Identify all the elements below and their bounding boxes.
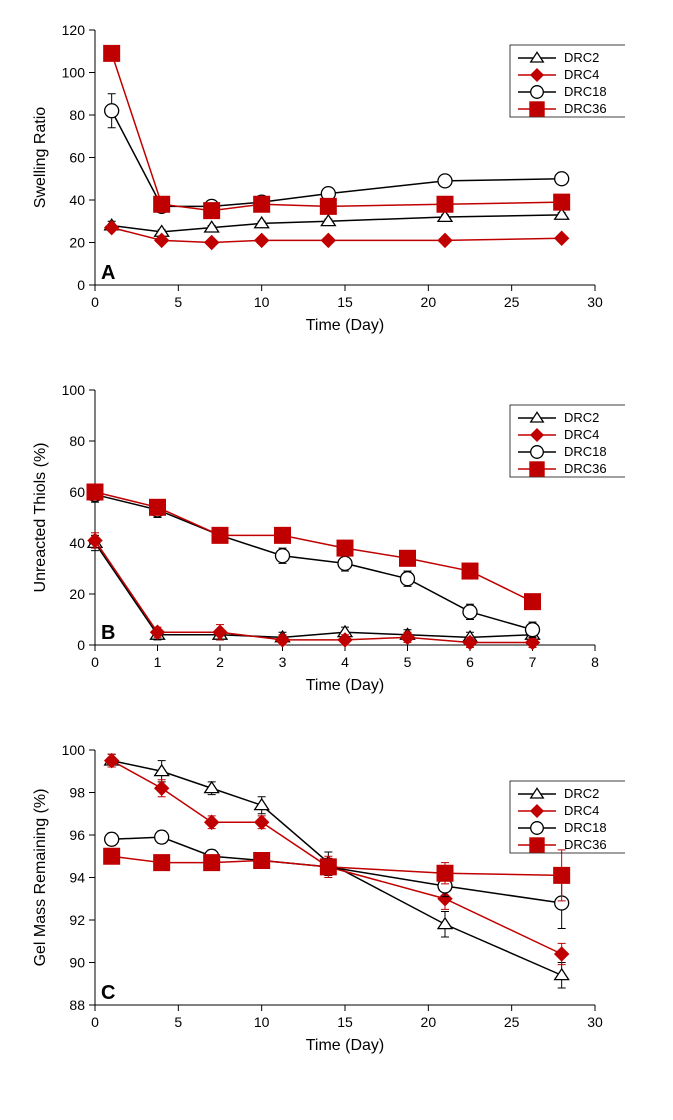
series-line-drc18 xyxy=(112,111,562,207)
y-tick-label: 60 xyxy=(69,150,85,166)
series-line-drc2 xyxy=(95,543,533,637)
y-axis-label: Swelling Ratio xyxy=(32,107,49,208)
x-tick-label: 5 xyxy=(174,294,182,310)
x-tick-label: 8 xyxy=(591,654,599,670)
legend-label-drc2: DRC2 xyxy=(564,786,599,801)
y-tick-label: 60 xyxy=(69,484,85,500)
y-tick-label: 88 xyxy=(69,997,85,1013)
series-line-drc2 xyxy=(112,215,562,232)
y-tick-label: 100 xyxy=(62,382,86,398)
legend-label-drc18: DRC18 xyxy=(564,444,607,459)
y-tick-label: 20 xyxy=(69,586,85,602)
y-tick-label: 80 xyxy=(69,107,85,123)
legend-label-drc36: DRC36 xyxy=(564,837,607,852)
x-tick-label: 2 xyxy=(216,654,224,670)
x-tick-label: 15 xyxy=(337,294,353,310)
x-tick-label: 6 xyxy=(466,654,474,670)
y-tick-label: 40 xyxy=(69,535,85,551)
y-tick-label: 98 xyxy=(69,785,85,801)
chart-panel: 0 5 10 15 20 25 30 88 90 92 94 96 98 100 Time (Day) Gel… xyxy=(20,740,625,1060)
y-axis-label: Gel Mass Remaining (%) xyxy=(32,789,49,967)
x-tick-label: 25 xyxy=(504,294,520,310)
y-tick-label: 100 xyxy=(62,65,86,81)
x-axis-label: Time (Day) xyxy=(306,677,385,694)
y-tick-label: 96 xyxy=(69,827,85,843)
legend-label-drc4: DRC4 xyxy=(564,427,599,442)
panel-label: C xyxy=(101,982,115,1004)
y-tick-label: 92 xyxy=(69,912,85,928)
y-axis-label: Unreacted Thiols (%) xyxy=(32,443,49,593)
chart-panel: 012345678020406080100Time (Day)Unreacted… xyxy=(20,380,625,700)
legend-label-drc2: DRC2 xyxy=(564,410,599,425)
legend-label-drc2: DRC2 xyxy=(564,50,599,65)
chart-panel: 0 5 10 15 20 25 30 0 20 40 60 80 100 120 Time (Day) Swe… xyxy=(20,20,625,340)
y-tick-label: 100 xyxy=(62,742,86,758)
x-tick-label: 0 xyxy=(91,1014,99,1030)
panel-c: 0 5 10 15 20 25 30 88 90 92 94 96 98 100 Time (Day) Gel… xyxy=(20,740,653,1060)
panel-label: B xyxy=(101,622,115,644)
x-tick-label: 1 xyxy=(154,654,162,670)
y-tick-label: 20 xyxy=(69,235,85,251)
x-tick-label: 5 xyxy=(174,1014,182,1030)
series-line-drc4 xyxy=(112,761,562,954)
panel-b: 012345678020406080100Time (Day)Unreacted… xyxy=(20,380,653,700)
x-tick-label: 3 xyxy=(279,654,287,670)
x-tick-label: 0 xyxy=(91,654,99,670)
y-tick-label: 80 xyxy=(69,433,85,449)
legend-label-drc18: DRC18 xyxy=(564,820,607,835)
x-tick-label: 4 xyxy=(341,654,349,670)
y-tick-label: 0 xyxy=(77,637,85,653)
x-tick-label: 15 xyxy=(337,1014,353,1030)
panel-a: 0 5 10 15 20 25 30 0 20 40 60 80 100 120 Time (Day) Swe… xyxy=(20,20,653,340)
y-tick-label: 0 xyxy=(77,277,85,293)
legend-label-drc4: DRC4 xyxy=(564,803,599,818)
x-tick-label: 30 xyxy=(587,1014,603,1030)
x-tick-label: 0 xyxy=(91,294,99,310)
x-axis-label: Time (Day) xyxy=(306,317,385,334)
legend-label-drc36: DRC36 xyxy=(564,101,607,116)
x-tick-label: 7 xyxy=(529,654,537,670)
legend-label-drc36: DRC36 xyxy=(564,461,607,476)
y-tick-label: 40 xyxy=(69,192,85,208)
legend-label-drc18: DRC18 xyxy=(564,84,607,99)
x-tick-label: 20 xyxy=(421,294,437,310)
panel-label: A xyxy=(101,262,115,284)
x-tick-label: 20 xyxy=(421,1014,437,1030)
legend-label-drc4: DRC4 xyxy=(564,67,599,82)
x-tick-label: 10 xyxy=(254,294,270,310)
series-line-drc36 xyxy=(112,53,562,210)
y-tick-label: 90 xyxy=(69,955,85,971)
y-tick-label: 94 xyxy=(69,870,85,886)
x-tick-label: 5 xyxy=(404,654,412,670)
y-tick-label: 120 xyxy=(62,22,86,38)
x-tick-label: 25 xyxy=(504,1014,520,1030)
x-tick-label: 10 xyxy=(254,1014,270,1030)
x-axis-label: Time (Day) xyxy=(306,1037,385,1054)
x-tick-label: 30 xyxy=(587,294,603,310)
